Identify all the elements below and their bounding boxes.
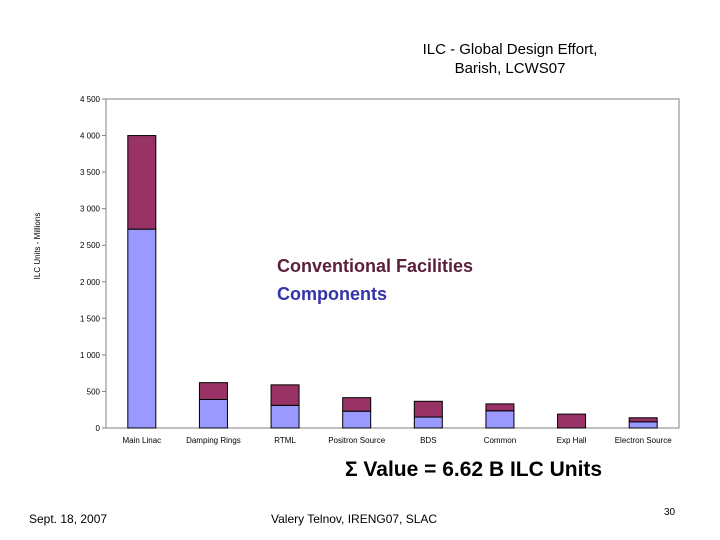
y-tick-label: 0 [96, 424, 101, 433]
x-tick-label: Exp Hall [557, 436, 587, 445]
y-tick-label: 3 000 [80, 205, 101, 214]
footer-author: Valery Telnov, IRENG07, SLAC [271, 512, 438, 526]
bar-segment-conventional [413, 400, 443, 418]
bar-segment-components [342, 410, 372, 429]
bar-segment-conventional [557, 413, 587, 429]
y-tick-label: 1 500 [80, 314, 101, 323]
x-tick-label: Electron Source [615, 436, 672, 445]
bar-segment-conventional [628, 417, 658, 423]
y-tick-label: 2 500 [80, 241, 101, 250]
bar-segment-components [628, 421, 658, 429]
x-tick-label: Positron Source [328, 436, 385, 445]
y-axis-label: ILC Units - Millions [33, 213, 42, 280]
y-tick-label: 4 500 [80, 95, 101, 104]
legend-components: Components [277, 284, 387, 304]
y-axis: 0 500 1 000 1 500 2 000 2 500 3 000 3 500 4 000 4… [80, 95, 106, 433]
x-tick-label: BDS [420, 436, 436, 445]
bar-segment-components [485, 410, 515, 429]
bar-segment-conventional [342, 397, 372, 412]
title-line-2: Barish, LCWS07 [454, 60, 566, 77]
bars [127, 135, 658, 429]
plot-frame [105, 98, 680, 429]
x-tick-label: Common [484, 436, 516, 445]
bar-segment-conventional [485, 403, 515, 412]
slide-header: ILC - Global Design Effort, Barish, LCWS… [380, 40, 640, 78]
y-tick-label: 3 500 [80, 168, 101, 177]
bar-segment-conventional [270, 384, 300, 406]
bar-segment-components [270, 404, 300, 429]
footer-date: Sept. 18, 2007 [29, 512, 108, 526]
y-tick-label: 1 000 [80, 351, 101, 360]
bar-segment-conventional [127, 135, 157, 230]
x-tick-label: Main Linac [122, 436, 161, 445]
x-axis: Main Linac Damping Rings RTML Positron Sour… [122, 436, 672, 445]
bar-segment-conventional [198, 382, 228, 400]
title-line-1: ILC - Global Design Effort, [422, 41, 598, 58]
bar-segment-components [413, 416, 443, 429]
legend-conventional-facilities: Conventional Facilities [277, 256, 474, 276]
y-tick-label: 2 000 [80, 278, 101, 287]
y-tick-label: 4 000 [80, 132, 101, 141]
x-tick-label: Damping Rings [186, 436, 241, 445]
bar-segment-components [127, 228, 157, 429]
x-tick-label: RTML [274, 436, 296, 445]
total-value-summary: Σ Value = 6.62 B ILC Units [345, 458, 603, 481]
page-number: 30 [664, 507, 676, 518]
y-tick-label: 500 [87, 387, 101, 396]
bar-segment-components [198, 398, 228, 429]
